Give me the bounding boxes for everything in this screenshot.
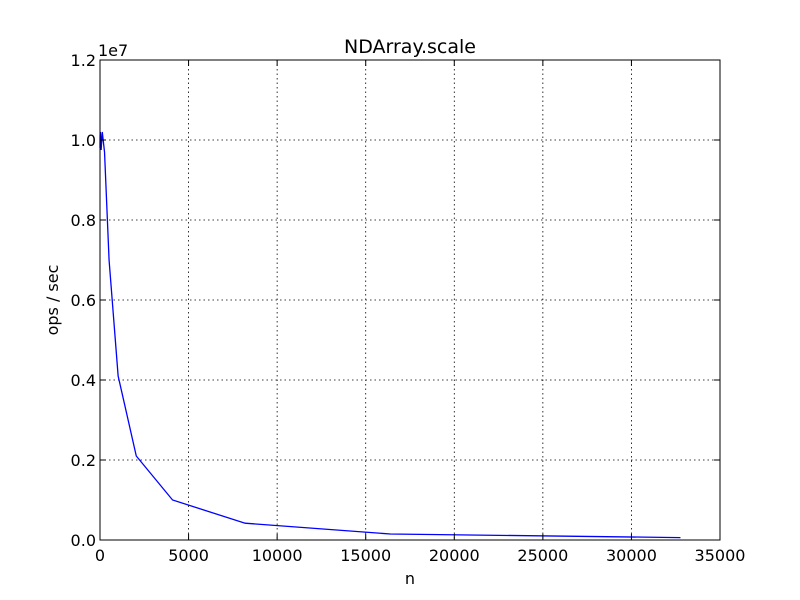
series-line — [99, 131, 681, 539]
x-tick-label: 10000 — [252, 546, 303, 565]
series-layer — [99, 131, 681, 539]
y-tick-label: 0.0 — [71, 531, 96, 550]
x-tick-label: 0 — [95, 546, 105, 565]
ticks — [99, 59, 721, 541]
y-tick-label: 1.0 — [71, 131, 96, 150]
x-axis-title: n — [405, 569, 415, 588]
y-scale-offset-label: 1e7 — [98, 41, 128, 60]
y-axis-title: ops / sec — [43, 265, 62, 336]
x-tick-label: 20000 — [429, 546, 480, 565]
x-tick-label: 35000 — [695, 546, 746, 565]
x-tick-label: 30000 — [606, 546, 657, 565]
x-tick-label: 15000 — [340, 546, 391, 565]
x-tick-label: 25000 — [517, 546, 568, 565]
y-tick-label: 0.4 — [71, 371, 96, 390]
grid — [99, 59, 721, 541]
x-tick-label: 5000 — [168, 546, 209, 565]
chart-title: NDArray.scale — [344, 36, 476, 58]
y-tick-label: 0.2 — [71, 451, 96, 470]
y-tick-labels: 0.0 0.2 0.4 0.6 0.8 1.0 1.2 — [71, 51, 96, 550]
y-tick-label: 0.6 — [71, 291, 96, 310]
y-tick-label: 0.8 — [71, 211, 96, 230]
y-tick-label: 1.2 — [71, 51, 96, 70]
x-tick-labels: 0 5000 10000 15000 20000 25000 30000 35000 — [95, 546, 746, 565]
